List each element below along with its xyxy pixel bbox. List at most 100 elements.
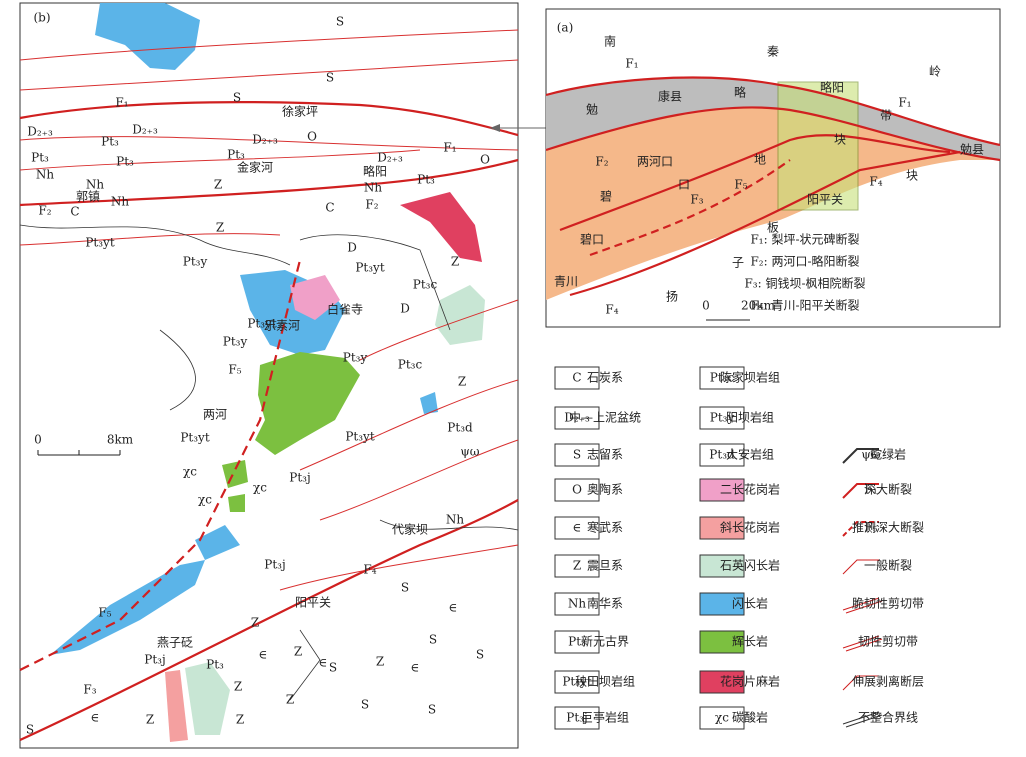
map-label: 扬 — [666, 289, 678, 304]
map-label: S — [401, 581, 409, 595]
legend-label: 奥陶系 — [587, 482, 623, 497]
map-label: S — [233, 91, 241, 105]
map-label: Z — [236, 713, 244, 727]
map-label: ∈ — [259, 648, 268, 662]
legend-swatch — [699, 516, 745, 540]
legend-label: 南华系 — [587, 596, 623, 611]
map-label: D — [400, 302, 410, 316]
map-label: χc — [253, 481, 267, 495]
map-label: O — [480, 153, 490, 167]
fault — [19, 29, 519, 591]
legend-swatch — [842, 597, 883, 614]
map-label: Pt₃ — [417, 173, 435, 187]
map-label: 碧 — [600, 190, 612, 204]
map-label: F₃ — [690, 193, 703, 207]
legend-label: 不整合界线 — [858, 710, 918, 725]
legend-swatch — [842, 448, 879, 464]
map-label: 岭 — [929, 65, 941, 79]
legend-label: 脆韧性剪切带 — [852, 596, 924, 611]
map-label: 块 — [834, 133, 846, 147]
legend-swatch — [699, 630, 745, 654]
legend-swatch-label: Pt₃d — [709, 448, 735, 462]
map-label: ∈ — [91, 711, 100, 725]
legend-swatch — [699, 443, 745, 467]
legend-label: 伸展剥离断层 — [852, 674, 924, 689]
map-label: Z — [451, 255, 459, 269]
map-label: F₄ — [363, 563, 376, 577]
legend-swatch — [554, 366, 600, 390]
study-area — [777, 81, 859, 211]
fault-name: F₂: 两河口-略阳断裂 — [750, 254, 859, 269]
map-label: Pt₃d — [447, 421, 473, 435]
map-label: Pt₃ — [31, 151, 49, 165]
scale-label: 8km — [107, 433, 134, 447]
legend-swatch — [554, 706, 600, 730]
map-label: 碧口 — [580, 233, 604, 247]
map-label: Pt₃ — [206, 658, 224, 672]
map-label: Pt₃j — [264, 558, 285, 572]
legend-label: 一般断裂 — [864, 558, 912, 573]
map-label: S — [476, 648, 484, 662]
legend-swatch-label: F₁ — [864, 483, 877, 497]
map-label: Z — [458, 375, 466, 389]
legend-label: 碳酸岩 — [732, 710, 768, 725]
map-label: F₂ — [38, 204, 51, 218]
map-label: D₂₊₃ — [252, 133, 278, 147]
map-label: 康县 — [658, 89, 682, 104]
legend-swatch — [842, 711, 883, 728]
map-label: 秦 — [767, 45, 779, 59]
map-label: Z — [146, 713, 154, 727]
map-label: ∈ — [449, 601, 458, 615]
map-label: S — [26, 723, 34, 737]
map-label: 子 — [732, 256, 744, 270]
map-label: F₃ — [83, 683, 96, 697]
map-label: S — [336, 15, 344, 29]
map-label: Pt₃yt — [247, 317, 276, 331]
fault — [569, 150, 961, 297]
block — [546, 107, 1000, 300]
map-label: F₅ — [98, 606, 111, 620]
legend-label: 二长花岗岩 — [720, 482, 780, 497]
legend-label: 志留系 — [587, 448, 623, 462]
map-label: F₁ — [443, 141, 456, 155]
map-label: 南 — [604, 34, 616, 49]
legend-label: 斜长花岗岩 — [720, 520, 780, 535]
map-label: 阳平关 — [295, 596, 331, 610]
legend-label: 大安岩组 — [726, 447, 774, 462]
legend-swatch-label: O — [572, 483, 582, 497]
legend: C 石炭系 D₂₊₃中—上泥盆统 S 志留系 O 奥陶系 ∈ 寒武系 Z 震旦系 Nh 南华系 Pt₃新元… — [554, 366, 924, 730]
legend-label: 震旦系 — [587, 559, 623, 573]
map-label: 白雀寺 — [327, 302, 363, 317]
gabbro — [255, 352, 360, 455]
map-label: 金家河 — [237, 160, 273, 175]
legend-swatch — [842, 483, 879, 499]
scale-label: 20km — [741, 299, 776, 313]
map-label: F₄ — [869, 175, 882, 189]
map-label: Pt₃j — [144, 653, 165, 667]
map-label: S — [428, 703, 436, 717]
map-label: 代家坝 — [392, 522, 428, 537]
map-label: Pt₃c — [398, 358, 423, 372]
map-label: 地 — [754, 153, 766, 167]
map-label: D₂₊₃ — [132, 123, 158, 137]
map-label: C — [325, 201, 334, 215]
map-label: 两河口 — [637, 155, 673, 169]
legend-label: 花岗片麻岩 — [720, 674, 780, 689]
diorite — [420, 392, 438, 414]
plagiogranite — [165, 670, 188, 742]
map-a: (a) 南秦岭F₁康县略略阳勉 带F₁两河口 地块勉县F₂F₄ 块碧口 F₅F₃ 阳平关板… — [545, 8, 1001, 328]
legend-swatch-label: F₅ — [864, 521, 877, 535]
legend-label: 深大断裂 — [864, 482, 912, 497]
fault-name: F₃: 铜钱坝-枫相院断裂 — [744, 276, 865, 291]
map-label: F₁ — [625, 57, 638, 71]
map-label: 青川 — [554, 275, 578, 289]
fault — [545, 106, 1001, 162]
legend-swatch-label: Nh — [568, 597, 587, 611]
panel-label: (b) — [33, 11, 50, 25]
map-label: Pt₃ — [227, 148, 245, 162]
legend-label: 韧性剪切带 — [858, 634, 918, 649]
legend-swatch-label: Pt₃j — [566, 711, 587, 725]
fault-name: F₄: 青川-阳平关断裂 — [750, 298, 859, 313]
map-label: ∈ — [319, 656, 328, 670]
